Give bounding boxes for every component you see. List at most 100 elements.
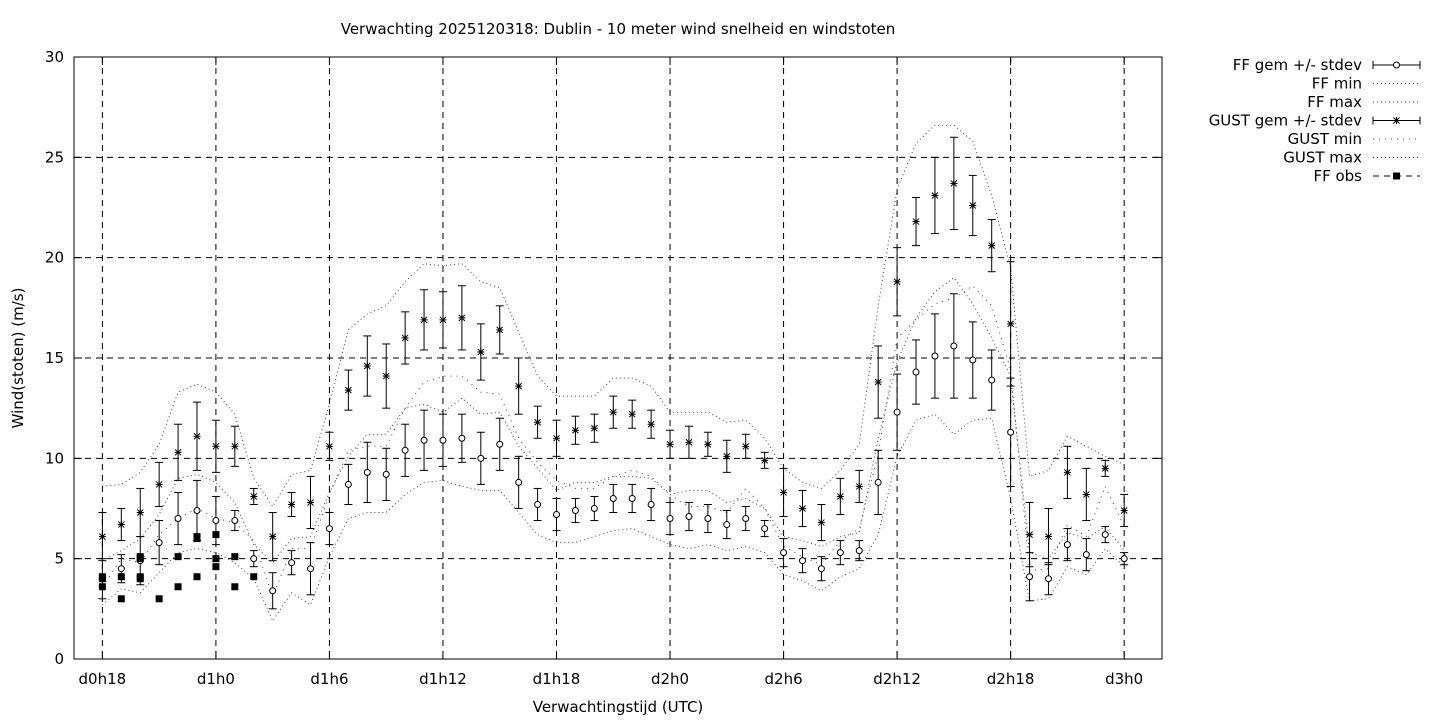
- gust-mean-point: [931, 191, 939, 199]
- y-tick-label: 0: [54, 650, 64, 668]
- legend-marker: [1393, 172, 1400, 180]
- ff-mean-point: [893, 408, 901, 416]
- gust-mean-point: [382, 372, 390, 380]
- x-tick-label: d0h18: [79, 670, 127, 688]
- gust-mean-point-stroke: [155, 481, 163, 488]
- gust-mean-point: [401, 334, 409, 342]
- legend-label: GUST gem +/- stdev: [1209, 112, 1362, 130]
- gust-mean-point: [912, 218, 920, 226]
- y-tick-label: 10: [45, 449, 64, 467]
- ff-mean-point: [1120, 555, 1128, 563]
- ff-mean-point: [761, 525, 769, 533]
- x-tick-label: d3h0: [1105, 670, 1143, 688]
- gust-mean-point: [761, 456, 769, 464]
- ff-obs-point: [174, 583, 182, 591]
- legend-label: GUST min: [1288, 130, 1362, 148]
- gust-mean-point: [496, 326, 504, 334]
- ff-mean-point: [288, 559, 296, 567]
- ff-mean-point: [780, 549, 788, 557]
- gust-mean-point-stroke: [99, 533, 106, 540]
- ff-mean-point: [590, 505, 598, 512]
- legend-marker-stroke: [1393, 117, 1400, 124]
- ff-mean-point: [1101, 531, 1109, 539]
- ff-mean-point: [212, 517, 220, 525]
- gust-mean-point: [1101, 464, 1109, 472]
- gust-mean-point: [628, 410, 636, 418]
- gust-mean-point-stroke: [212, 442, 220, 450]
- gust-mean-point: [590, 424, 598, 432]
- x-tick-label: d2h12: [873, 670, 921, 688]
- gust-mean-point-stroke: [572, 426, 579, 434]
- gust-mean-point-stroke: [723, 452, 731, 460]
- gust-mean-point-stroke: [1082, 491, 1090, 498]
- gust-mean-point: [1120, 507, 1128, 515]
- ff-mean-point: [609, 494, 617, 502]
- ff-mean-point: [723, 521, 731, 529]
- gust-mean-point-stroke: [534, 418, 541, 426]
- gust-mean-point-stroke: [931, 192, 939, 199]
- ff-mean-point: [704, 515, 712, 523]
- ff-mean-point: [231, 517, 239, 525]
- gust-mean-point-stroke: [969, 202, 977, 209]
- gust-mean-point-stroke: [761, 456, 768, 464]
- gust-mean-point: [1063, 468, 1071, 476]
- ff-mean-point: [117, 565, 125, 573]
- ff-mean-point: [193, 507, 201, 515]
- ff-mean-point: [534, 500, 542, 508]
- legend-label: FF max: [1307, 93, 1362, 111]
- y-tick-label: 5: [54, 550, 64, 568]
- gust-mean-point-stroke: [193, 432, 201, 440]
- gust-mean-point: [439, 316, 447, 324]
- ff-mean-point: [344, 480, 352, 488]
- gust-mean-point: [855, 482, 863, 490]
- gust-mean-point: [1026, 531, 1034, 539]
- gust-mean-point-stroke: [628, 410, 636, 418]
- ff-mean-point: [874, 478, 882, 486]
- ff-obs-point: [117, 595, 125, 603]
- gust-mean-point-stroke: [666, 440, 674, 448]
- gust-mean-point-stroke: [742, 442, 750, 450]
- legend-label: FF obs: [1313, 167, 1362, 185]
- ff-mean-point: [950, 342, 958, 350]
- gust-mean-point-stroke: [647, 420, 655, 428]
- gust-mean-point: [666, 440, 674, 448]
- gust-mean-point: [969, 201, 977, 209]
- gust-mean-point: [212, 442, 220, 450]
- ff-obs-point: [98, 575, 106, 583]
- gust-mean-point: [571, 426, 579, 434]
- legend-label: GUST max: [1283, 149, 1362, 167]
- ff-obs-point: [231, 583, 239, 591]
- ff-mean-point: [155, 539, 163, 547]
- ff-mean-point: [742, 515, 750, 523]
- ff-mean-point: [1082, 551, 1090, 559]
- gust-mean-point: [988, 242, 996, 250]
- ff-mean-point: [307, 565, 315, 573]
- gust-mean-point: [136, 509, 144, 517]
- x-tick-label: d2h0: [651, 670, 689, 688]
- gust-mean-point: [288, 500, 296, 508]
- gust-max-line: [102, 124, 1125, 508]
- y-axis-label: Wind(stoten) (m/s): [9, 288, 27, 429]
- gust-mean-point-stroke: [136, 509, 144, 516]
- gust-mean-point-stroke: [780, 489, 787, 496]
- gust-mean-point-stroke: [704, 440, 712, 448]
- ff-mean-point: [571, 507, 579, 515]
- gust-mean-point-stroke: [893, 278, 901, 286]
- ff-mean-point: [325, 525, 333, 533]
- ff-mean-point: [496, 440, 504, 448]
- ff-mean-point: [931, 352, 939, 360]
- chart-title: Verwachting 2025120318: Dublin - 10 mete…: [341, 20, 896, 38]
- ff-mean-point: [269, 587, 277, 595]
- gust-mean-point: [685, 438, 693, 446]
- ff-mean-point: [363, 468, 371, 476]
- gust-mean-point-stroke: [363, 362, 371, 370]
- x-tick-label: d2h18: [987, 670, 1035, 688]
- ff-obs-point: [212, 531, 220, 539]
- y-tick-label: 25: [45, 148, 64, 166]
- gust-mean-point-stroke: [515, 382, 523, 390]
- gust-mean-point-stroke: [117, 521, 125, 528]
- gust-mean-point: [534, 418, 542, 426]
- ff-mean-point: [666, 515, 674, 523]
